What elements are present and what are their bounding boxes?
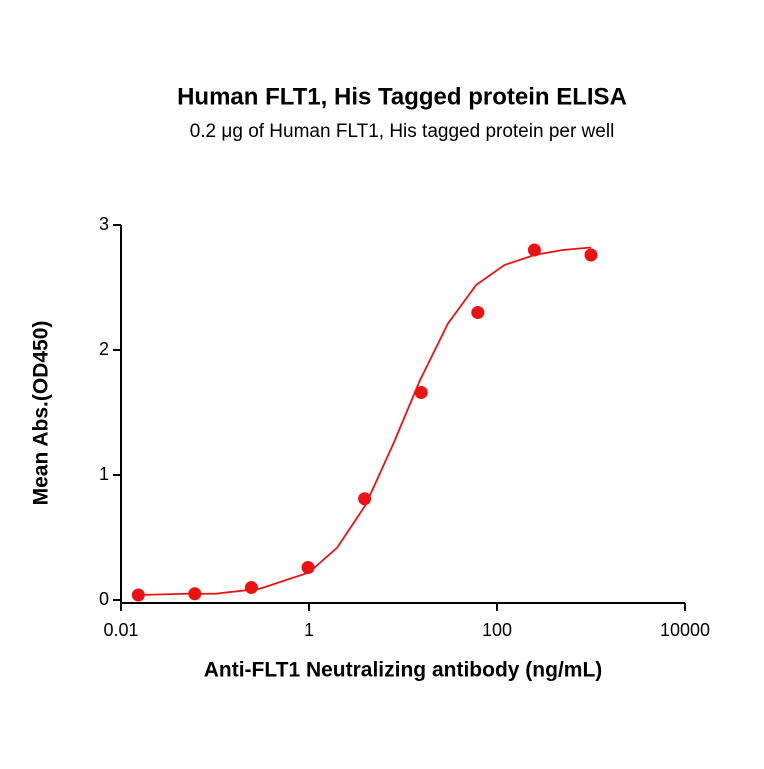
y-tick-label: 3: [99, 214, 109, 234]
x-axis-title: Anti-FLT1 Neutralizing antibody (ng/mL): [204, 659, 603, 682]
y-tick-label: 1: [99, 464, 109, 484]
x-tick-label: 0.01: [103, 620, 138, 640]
data-point: [471, 306, 485, 319]
y-tick-label: 2: [99, 339, 109, 359]
y-axis-title: Mean Abs.(OD450): [30, 321, 53, 506]
fit-curve: [138, 246, 592, 596]
data-point: [414, 386, 428, 399]
data-point: [584, 248, 598, 262]
chart-subtitle: 0.2 μg of Human FLT1, His tagged protein…: [190, 121, 615, 142]
x-tick-label: 100: [482, 620, 512, 640]
x-tick-label: 1: [304, 620, 314, 640]
y-tick-label: 0: [99, 589, 109, 609]
data-point: [244, 581, 258, 594]
chart-title: Human FLT1, His Tagged protein ELISA: [177, 83, 627, 110]
x-tick-label: 10000: [660, 620, 710, 640]
data-point: [527, 243, 541, 257]
